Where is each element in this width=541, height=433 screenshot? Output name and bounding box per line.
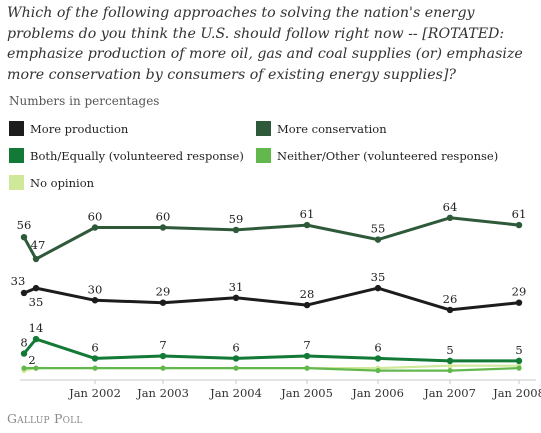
- data-point-more-production: [232, 294, 240, 302]
- legend-item-more-conservation: More conservation: [256, 121, 387, 136]
- data-point-neither-other-volunteered-response: [21, 365, 27, 371]
- data-label-both-equally-volunteered-response: 6: [232, 340, 239, 354]
- footer-brand: Gallup Poll: [7, 411, 83, 426]
- data-point-more-conservation: [303, 221, 311, 229]
- data-point-both-equally-volunteered-response: [515, 357, 523, 365]
- data-label-more-production: 29: [512, 285, 527, 299]
- data-point-more-conservation: [446, 214, 454, 221]
- legend-item-both-equally: Both/Equally (volunteered response): [9, 148, 244, 163]
- data-point-more-production: [159, 299, 167, 306]
- data-label-more-conservation: 60: [88, 210, 103, 224]
- footer-brand-product: Poll: [53, 411, 83, 426]
- data-label-both-equally-volunteered-response: 5: [446, 343, 453, 357]
- data-point-no-opinion: [447, 363, 453, 369]
- x-tick-label: Jan 2005: [280, 386, 333, 400]
- data-point-more-conservation: [374, 236, 382, 243]
- legend-item-no-opinion: No opinion: [9, 175, 94, 190]
- data-point-neither-other-volunteered-response: [516, 365, 522, 371]
- data-label-more-conservation: 64: [443, 200, 458, 214]
- data-point-neither-other-volunteered-response: [304, 365, 310, 371]
- data-point-both-equally-volunteered-response: [232, 355, 240, 362]
- legend-swatch: [256, 148, 271, 163]
- data-point-more-production: [32, 284, 40, 292]
- legend-swatch: [9, 121, 24, 136]
- data-label-both-equally-volunteered-response: 6: [91, 340, 98, 354]
- x-tick-label: Jan 2003: [136, 386, 189, 400]
- legend-swatch: [9, 175, 24, 190]
- question-text: Which of the following approaches to sol…: [7, 5, 523, 83]
- x-tick-label: Jan 2007: [423, 386, 476, 400]
- x-tick-label: Jan 2004: [209, 386, 262, 400]
- data-point-both-equally-volunteered-response: [91, 355, 99, 362]
- chart-subtitle: Numbers in percentages: [9, 94, 160, 108]
- data-point-neither-other-volunteered-response: [233, 365, 239, 371]
- x-tick-label: Jan 2006: [351, 386, 404, 400]
- data-point-neither-other-volunteered-response: [447, 367, 453, 374]
- data-point-more-conservation: [91, 224, 99, 231]
- data-point-more-production: [374, 284, 382, 292]
- data-point-more-conservation: [515, 221, 523, 229]
- x-tick-label: Jan 2008: [492, 386, 541, 400]
- data-point-neither-other-volunteered-response: [33, 365, 39, 371]
- data-label-both-equally-volunteered-response: 5: [515, 343, 522, 357]
- data-point-both-equally-volunteered-response: [32, 335, 40, 343]
- data-point-more-production: [446, 306, 454, 314]
- legend-label: More production: [30, 121, 129, 136]
- legend-label: Both/Equally (volunteered response): [30, 148, 244, 163]
- data-label-more-conservation: 61: [300, 207, 315, 221]
- data-label-more-production: 33: [11, 274, 26, 288]
- data-point-more-conservation: [20, 234, 28, 241]
- legend-label: Neither/Other (volunteered response): [277, 148, 499, 163]
- legend-swatch: [256, 121, 271, 136]
- data-point-more-conservation: [232, 226, 240, 234]
- data-point-more-conservation: [32, 255, 40, 263]
- data-label-more-conservation: 60: [156, 210, 171, 224]
- data-point-both-equally-volunteered-response: [303, 352, 311, 360]
- data-label-more-production: 31: [229, 280, 244, 294]
- footer-brand-name: Gallup: [7, 411, 50, 426]
- data-label-both-equally-volunteered-response: 14: [29, 321, 44, 335]
- legend-item-neither-other: Neither/Other (volunteered response): [256, 148, 498, 163]
- x-tick-label: Jan 2002: [68, 386, 121, 400]
- data-label-more-production: 26: [443, 292, 458, 306]
- data-label-both-equally-volunteered-response: 7: [303, 338, 310, 352]
- data-label-more-conservation: 61: [512, 207, 527, 221]
- data-label-more-conservation: 47: [31, 238, 46, 252]
- data-point-more-production: [515, 299, 523, 306]
- data-label-more-production: 29: [156, 285, 171, 299]
- data-point-more-production: [20, 289, 28, 297]
- data-label-more-production: 28: [300, 287, 315, 301]
- data-label-more-production: 30: [88, 282, 103, 296]
- data-point-both-equally-volunteered-response: [159, 352, 167, 360]
- legend-label: No opinion: [30, 175, 95, 190]
- series-line-neither-other-volunteered-response: [24, 367, 520, 372]
- data-label-more-conservation: 55: [371, 222, 386, 236]
- data-point-both-equally-volunteered-response: [374, 355, 382, 362]
- data-label-more-conservation: 56: [17, 218, 32, 232]
- data-label-both-equally-volunteered-response: 6: [374, 340, 381, 354]
- data-point-more-production: [303, 301, 311, 309]
- data-label-more-production: 35: [29, 295, 44, 309]
- data-label-both-equally-volunteered-response: 8: [20, 336, 27, 350]
- data-point-both-equally-volunteered-response: [20, 350, 28, 357]
- data-point-neither-other-volunteered-response: [375, 367, 381, 374]
- series-line-more-conservation: [22, 216, 520, 261]
- legend-label: More conservation: [277, 121, 387, 136]
- data-point-neither-other-volunteered-response: [160, 365, 166, 371]
- data-point-more-conservation: [159, 224, 167, 231]
- data-point-both-equally-volunteered-response: [446, 357, 454, 365]
- data-label-both-equally-volunteered-response: 7: [159, 338, 166, 352]
- data-label-more-conservation: 59: [229, 212, 244, 226]
- data-label-more-production: 35: [371, 270, 386, 284]
- legend-item-more-production: More production: [9, 121, 128, 136]
- data-point-more-production: [91, 297, 99, 304]
- data-label-neither-other-volunteered-response: 2: [28, 353, 35, 367]
- legend-swatch: [9, 148, 24, 163]
- data-point-neither-other-volunteered-response: [92, 365, 98, 371]
